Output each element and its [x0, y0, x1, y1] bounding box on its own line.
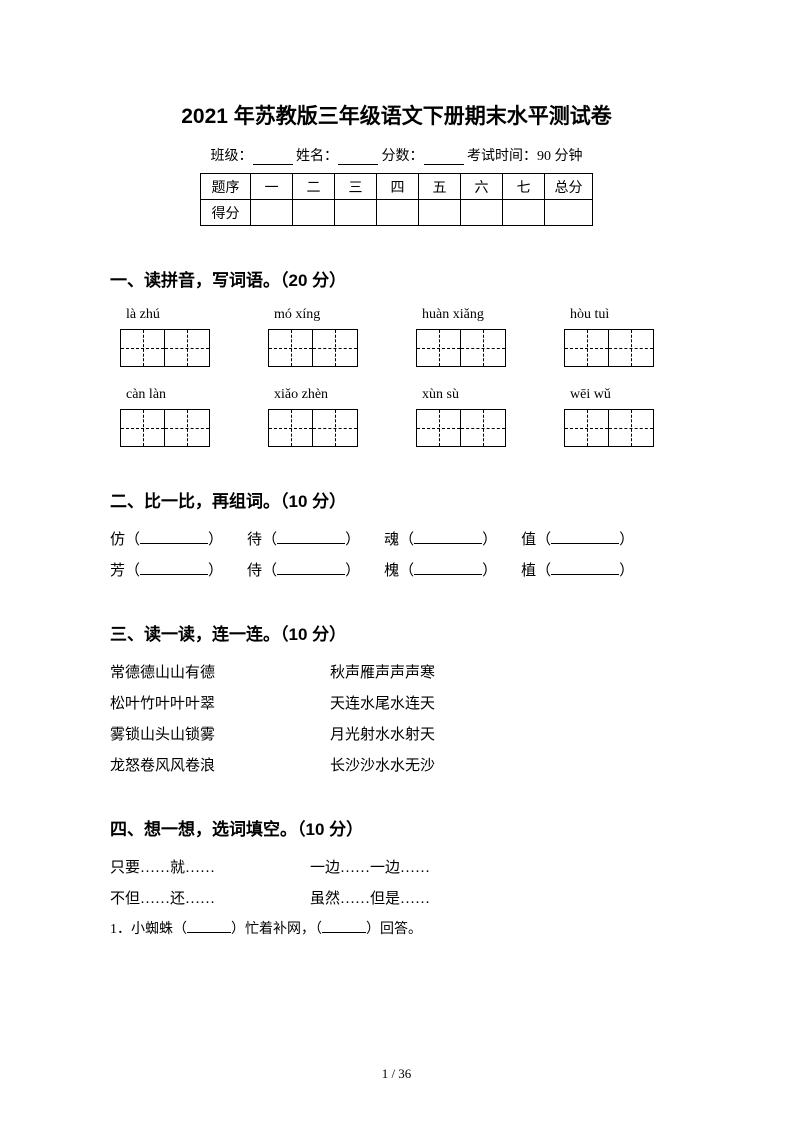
- char-box-pair[interactable]: [120, 409, 210, 447]
- box-row: [110, 409, 683, 447]
- pinyin-row: là zhú mó xíng huàn xiǎng hòu tuì: [110, 307, 683, 323]
- compare-item: 植（）: [521, 559, 634, 580]
- section4-heading: 四、想一想，选词填空。（10 分）: [110, 815, 683, 840]
- char-box-pair[interactable]: [268, 409, 358, 447]
- info-line: 班级： 姓名： 分数： 考试时间：90 分钟: [110, 145, 683, 165]
- col-header: 五: [419, 174, 461, 200]
- match-left: 常德德山山有德: [110, 661, 330, 682]
- answer-blank[interactable]: [414, 530, 482, 544]
- compare-row: 芳（） 侍（） 槐（） 植（）: [110, 559, 683, 580]
- time-label: 考试时间：90 分钟: [467, 149, 583, 164]
- col-header: 七: [503, 174, 545, 200]
- section-3: 三、读一读，连一连。（10 分） 常德德山山有德 秋声雁声声声寒 松叶竹叶叶叶翠…: [110, 620, 683, 775]
- col-header: 六: [461, 174, 503, 200]
- col-header: 二: [293, 174, 335, 200]
- score-cell[interactable]: [503, 200, 545, 226]
- row2-label: 得分: [201, 200, 251, 226]
- match-right: 长沙沙水水无沙: [330, 754, 435, 775]
- table-row: 题序 一 二 三 四 五 六 七 总分: [201, 174, 593, 200]
- match-left: 松叶竹叶叶叶翠: [110, 692, 330, 713]
- match-row: 雾锁山头山锁雾 月光射水水射天: [110, 723, 683, 744]
- option-pair: 只要……就……: [110, 856, 310, 877]
- compare-item: 值（）: [521, 528, 634, 549]
- pinyin-item: huàn xiǎng: [422, 307, 512, 323]
- col-header: 四: [377, 174, 419, 200]
- score-cell[interactable]: [293, 200, 335, 226]
- match-right: 天连水尾水连天: [330, 692, 435, 713]
- score-label: 分数：: [382, 149, 424, 164]
- answer-blank[interactable]: [551, 530, 619, 544]
- table-row: 得分: [201, 200, 593, 226]
- option-pair: 不但……还……: [110, 887, 310, 908]
- exam-title: 2021 年苏教版三年级语文下册期末水平测试卷: [110, 100, 683, 130]
- pinyin-row: càn làn xiǎo zhèn xùn sù wēi wǔ: [110, 387, 683, 403]
- name-label: 姓名：: [296, 149, 338, 164]
- match-row: 龙怒卷风风卷浪 长沙沙水水无沙: [110, 754, 683, 775]
- match-row: 常德德山山有德 秋声雁声声声寒: [110, 661, 683, 682]
- compare-row: 仿（） 待（） 魂（） 值（）: [110, 528, 683, 549]
- char-box-pair[interactable]: [268, 329, 358, 367]
- char-box-pair[interactable]: [564, 409, 654, 447]
- section2-heading: 二、比一比，再组词。（10 分）: [110, 487, 683, 512]
- score-cell[interactable]: [251, 200, 293, 226]
- char-box-pair[interactable]: [416, 409, 506, 447]
- pinyin-item: càn làn: [126, 387, 216, 403]
- answer-blank[interactable]: [322, 919, 366, 933]
- compare-item: 待（）: [247, 528, 360, 549]
- class-label: 班级：: [211, 149, 253, 164]
- match-right: 秋声雁声声声寒: [330, 661, 435, 682]
- score-cell[interactable]: [545, 200, 593, 226]
- score-cell[interactable]: [377, 200, 419, 226]
- box-row: [110, 329, 683, 367]
- pinyin-item: xùn sù: [422, 387, 512, 403]
- pinyin-item: là zhú: [126, 307, 216, 323]
- char-box-pair[interactable]: [564, 329, 654, 367]
- match-row: 松叶竹叶叶叶翠 天连水尾水连天: [110, 692, 683, 713]
- compare-item: 仿（）: [110, 528, 223, 549]
- char-box-pair[interactable]: [416, 329, 506, 367]
- char-box-pair[interactable]: [120, 329, 210, 367]
- page-number: 1 / 36: [0, 1066, 793, 1082]
- row1-label: 题序: [201, 174, 251, 200]
- option-pair: 一边……一边……: [310, 856, 510, 877]
- pinyin-item: xiǎo zhèn: [274, 387, 364, 403]
- answer-blank[interactable]: [187, 919, 231, 933]
- compare-item: 魂（）: [384, 528, 497, 549]
- score-table: 题序 一 二 三 四 五 六 七 总分 得分: [200, 173, 593, 226]
- pinyin-item: hòu tuì: [570, 307, 660, 323]
- class-blank[interactable]: [253, 151, 293, 165]
- answer-blank[interactable]: [414, 561, 482, 575]
- answer-blank[interactable]: [140, 530, 208, 544]
- section1-heading: 一、读拼音，写词语。（20 分）: [110, 266, 683, 291]
- options-row: 只要……就…… 一边……一边……: [110, 856, 683, 877]
- answer-blank[interactable]: [551, 561, 619, 575]
- name-blank[interactable]: [338, 151, 378, 165]
- score-cell[interactable]: [461, 200, 503, 226]
- col-total: 总分: [545, 174, 593, 200]
- answer-blank[interactable]: [277, 530, 345, 544]
- compare-item: 槐（）: [384, 559, 497, 580]
- match-left: 龙怒卷风风卷浪: [110, 754, 330, 775]
- section-4: 四、想一想，选词填空。（10 分） 只要……就…… 一边……一边…… 不但……还…: [110, 815, 683, 938]
- options-row: 不但……还…… 虽然……但是……: [110, 887, 683, 908]
- match-left: 雾锁山头山锁雾: [110, 723, 330, 744]
- compare-item: 芳（）: [110, 559, 223, 580]
- score-cell[interactable]: [335, 200, 377, 226]
- question-1: 1．小蜘蛛（）忙着补网，（）回答。: [110, 918, 683, 938]
- match-right: 月光射水水射天: [330, 723, 435, 744]
- answer-blank[interactable]: [277, 561, 345, 575]
- answer-blank[interactable]: [140, 561, 208, 575]
- option-pair: 虽然……但是……: [310, 887, 510, 908]
- section-2: 二、比一比，再组词。（10 分） 仿（） 待（） 魂（） 值（） 芳（） 侍（）…: [110, 487, 683, 580]
- pinyin-item: mó xíng: [274, 307, 364, 323]
- compare-item: 侍（）: [247, 559, 360, 580]
- col-header: 三: [335, 174, 377, 200]
- score-cell[interactable]: [419, 200, 461, 226]
- score-blank[interactable]: [424, 151, 464, 165]
- pinyin-item: wēi wǔ: [570, 387, 660, 403]
- section3-heading: 三、读一读，连一连。（10 分）: [110, 620, 683, 645]
- col-header: 一: [251, 174, 293, 200]
- section-1: 一、读拼音，写词语。（20 分） là zhú mó xíng huàn xiǎ…: [110, 266, 683, 447]
